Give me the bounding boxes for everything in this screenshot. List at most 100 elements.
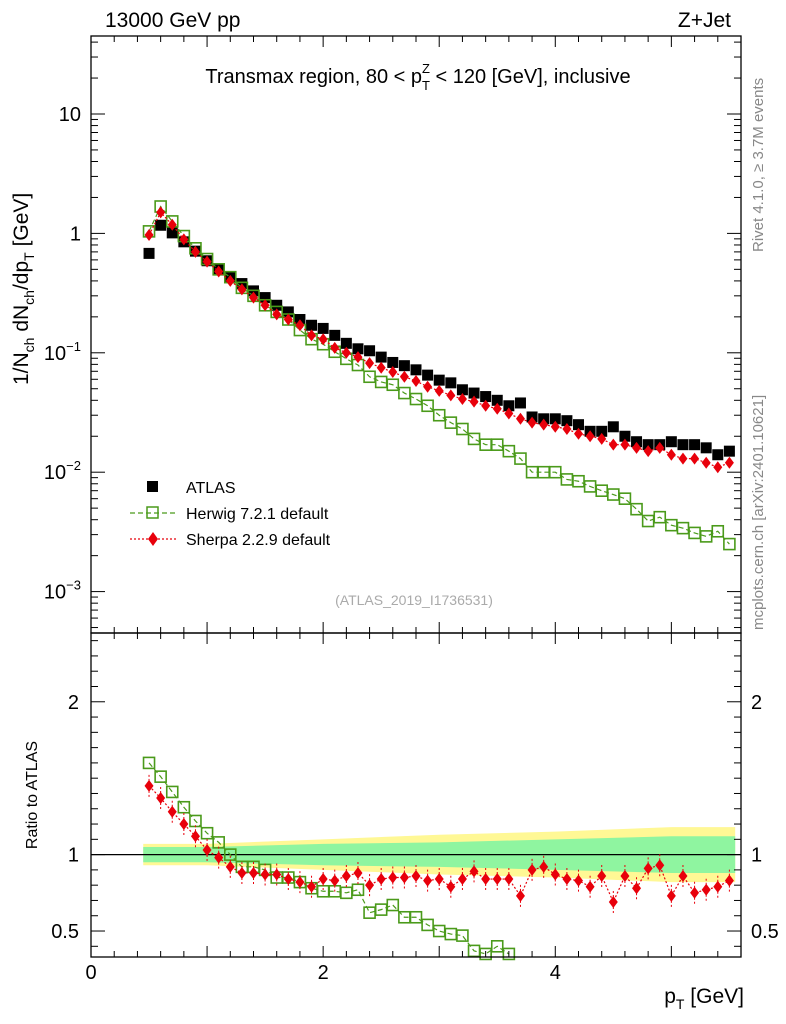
sherpa-point — [492, 402, 502, 415]
sherpa-ratio-point — [550, 868, 560, 881]
sherpa-ratio-point — [597, 870, 607, 882]
ratio-y-tick-label-right: 2 — [751, 692, 762, 714]
main-y-tick-label: 10−3 — [44, 578, 81, 604]
sherpa-point — [608, 438, 618, 451]
collision-label: 13000 GeV pp — [105, 9, 240, 32]
sherpa-point — [167, 218, 177, 231]
sherpa-point — [202, 255, 212, 268]
ylabel-sub-1: ch — [21, 338, 37, 353]
atlas-point — [549, 413, 561, 425]
herwig-point — [421, 399, 434, 413]
atlas-point — [573, 419, 584, 431]
xlabel-sub: T — [676, 996, 685, 1012]
sherpa-ratio-point — [446, 880, 456, 893]
herwig-ratio-point — [154, 770, 167, 783]
sherpa-point — [504, 407, 514, 420]
legend: ATLAS Herwig 7.2.1 default Sherpa 2.2.9 … — [130, 480, 331, 549]
ratio-y-tick-label-right: 0.5 — [751, 921, 779, 943]
sherpa-ratio-point — [330, 874, 340, 887]
sherpa-point — [574, 427, 583, 440]
atlas-point — [712, 449, 724, 461]
atlas-point — [155, 219, 167, 231]
sherpa-point — [190, 245, 200, 258]
plot-title: Transmax region, 80 < pZ T < 120 [GeV], i… — [205, 61, 630, 93]
sherpa-point — [620, 438, 630, 451]
herwig-point — [502, 444, 516, 458]
sherpa-point — [353, 351, 363, 364]
sherpa-point — [365, 357, 375, 370]
herwig-point — [723, 537, 736, 551]
atlas-point — [503, 400, 515, 412]
sherpa-ratio-point — [666, 889, 676, 902]
herwig-point — [630, 502, 643, 516]
sherpa-ratio-point — [237, 866, 247, 879]
sherpa-point — [515, 412, 525, 425]
x-axis-label: pT [GeV] — [664, 985, 744, 1012]
atlas-point — [375, 351, 387, 363]
rivet-label: Rivet 4.1.0, ≥ 3.7M events — [750, 78, 767, 252]
sherpa-ratio-point — [156, 792, 166, 805]
sherpa-point — [214, 265, 224, 278]
atlas-point — [677, 439, 689, 451]
herwig-ratio-point — [351, 883, 365, 897]
herwig-ratio-point — [177, 800, 191, 814]
series-atlas — [143, 219, 735, 461]
xlabel-part-1: p — [664, 985, 676, 1008]
sherpa-point — [643, 445, 653, 458]
atlas-point — [364, 345, 376, 357]
herwig-ratio-point — [142, 756, 156, 770]
herwig-point — [514, 452, 527, 465]
process-label: Z+Jet — [678, 9, 731, 32]
sherpa-ratio-point — [585, 880, 595, 893]
ylabel-part-3: /dp — [10, 261, 33, 290]
atlas-point — [410, 364, 422, 376]
sherpa-ratio-point — [469, 865, 479, 878]
sherpa-ratio-point — [539, 860, 549, 873]
tick-base: 1 — [70, 223, 81, 245]
tick-exponent: −1 — [66, 339, 81, 354]
atlas-point — [166, 227, 178, 239]
ylabel-part-4: [GeV] — [10, 193, 33, 253]
tick-exponent: −3 — [66, 578, 81, 593]
herwig-line — [148, 205, 730, 545]
atlas-point — [607, 421, 619, 433]
sherpa-point — [632, 441, 642, 454]
herwig-ratio-point — [502, 947, 516, 961]
herwig-point — [490, 438, 504, 451]
sherpa-ratio-point — [515, 889, 525, 902]
atlas-point — [480, 391, 492, 403]
sherpa-point — [469, 395, 479, 408]
sherpa-ratio-point — [341, 870, 351, 882]
tick-base: 10 — [44, 343, 66, 365]
sherpa-point — [585, 430, 595, 443]
sherpa-ratio-point — [527, 863, 537, 876]
atlas-point — [271, 299, 283, 311]
atlas-point — [398, 360, 410, 372]
atlas-point — [433, 374, 445, 386]
sherpa-ratio-point — [632, 882, 642, 895]
sherpa-ratio-point — [283, 873, 293, 886]
ratio-y-tick-label-left: 1 — [68, 845, 79, 867]
sherpa-point — [690, 452, 700, 465]
atlas-point — [445, 377, 457, 389]
main-y-tick-label: 10−1 — [44, 339, 81, 365]
herwig-ratio-point — [479, 947, 492, 961]
herwig-point — [409, 392, 423, 406]
sherpa-ratio-point — [399, 871, 409, 884]
sherpa-ratio-point — [167, 805, 177, 818]
sherpa-point — [597, 432, 607, 445]
sherpa-point — [539, 418, 549, 431]
tick-base: 10 — [44, 462, 66, 484]
legend-label-herwig: Herwig 7.2.1 default — [186, 506, 329, 523]
atlas-point — [689, 439, 701, 451]
ylabel-part-1: 1/N — [10, 352, 33, 385]
herwig-point — [618, 492, 632, 505]
sherpa-ratio-point — [620, 870, 630, 882]
sherpa-ratio-point — [457, 873, 467, 886]
atlas-point — [317, 322, 329, 334]
main-plot-area — [142, 200, 736, 551]
sherpa-ratio-point — [144, 779, 154, 792]
main-y-tick-label: 1 — [70, 223, 81, 245]
legend-label-sherpa: Sherpa 2.2.9 default — [186, 532, 331, 549]
